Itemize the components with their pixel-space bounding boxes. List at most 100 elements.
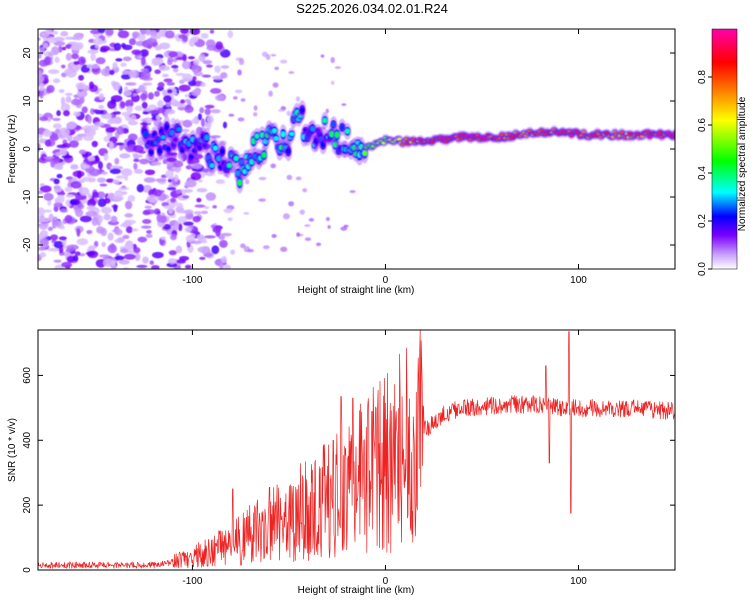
noise-speckle [61, 261, 73, 268]
noise-speckle [119, 153, 131, 159]
ridge-core [233, 155, 239, 161]
noise-speckle [168, 207, 174, 215]
noise-speckle [181, 128, 190, 133]
noise-speckle [139, 158, 149, 165]
noise-speckle [162, 89, 168, 96]
noise-speckle [72, 111, 81, 117]
noise-speckle [87, 193, 92, 200]
noise-speckle [178, 84, 191, 92]
noise-speckle [109, 168, 122, 175]
y-tick-label: -20 [22, 237, 33, 252]
noise-speckle [42, 42, 49, 49]
noise-speckle [262, 245, 270, 250]
noise-speckle [240, 98, 246, 102]
noise-speckle [175, 206, 185, 213]
noise-speckle [44, 139, 52, 147]
noise-speckle [240, 243, 246, 249]
noise-speckle [70, 164, 79, 170]
ridge-core [331, 121, 336, 127]
noise-speckle [286, 110, 291, 116]
noise-speckle [206, 115, 214, 124]
noise-speckle [60, 127, 70, 137]
noise-speckle [227, 30, 234, 39]
noise-speckle [114, 255, 125, 261]
noise-speckle [119, 101, 126, 109]
noise-speckle [162, 159, 168, 165]
noise-speckle [77, 89, 85, 98]
noise-speckle [53, 202, 63, 208]
x-tick-label: -100 [182, 576, 202, 587]
ridge-core [334, 131, 340, 138]
noise-speckle [38, 207, 45, 216]
noise-speckle [165, 157, 178, 163]
noise-speckle [166, 229, 173, 236]
noise-speckle [197, 246, 209, 253]
noise-speckle [119, 223, 132, 228]
noise-speckle [272, 82, 279, 88]
noise-speckle [162, 223, 172, 230]
noise-speckle [190, 172, 202, 181]
noise-speckle [47, 247, 60, 252]
noise-speckle [112, 81, 121, 91]
noise-speckle [122, 234, 130, 240]
noise-speckle [53, 185, 61, 190]
ridge-core [160, 135, 166, 140]
noise-speckle [176, 259, 186, 264]
noise-speckle [109, 141, 114, 151]
noise-speckle [113, 42, 122, 51]
noise-speckle [204, 108, 211, 116]
noise-speckle [125, 226, 133, 234]
noise-speckle [139, 93, 148, 100]
noise-speckle [141, 101, 148, 109]
noise-speckle [92, 109, 100, 113]
noise-speckle [152, 251, 164, 259]
noise-speckle [179, 79, 185, 84]
ridge-core [219, 148, 225, 155]
noise-speckle [157, 100, 164, 108]
noise-speckle [105, 178, 115, 183]
noise-speckle [219, 239, 228, 248]
noise-speckle [157, 81, 165, 88]
noise-speckle [53, 41, 66, 46]
noise-speckle [315, 242, 322, 247]
colorbar-ticks: 0.0 0.2 0.4 0.6 0.8 [697, 70, 712, 276]
noise-speckle [65, 52, 72, 61]
noise-speckle [69, 200, 78, 205]
noise-speckle [88, 64, 101, 69]
noise-speckle [38, 246, 46, 251]
noise-speckle [38, 190, 44, 194]
noise-speckle [220, 72, 228, 79]
noise-speckle [172, 67, 179, 73]
noise-speckle [295, 96, 301, 102]
ridge-core [148, 149, 154, 155]
noise-speckle [210, 109, 221, 114]
noise-speckle [87, 115, 92, 124]
noise-speckle [39, 183, 45, 187]
noise-speckle [66, 244, 79, 251]
noise-speckle [180, 99, 186, 104]
noise-speckle [308, 218, 315, 222]
noise-speckle [91, 140, 98, 148]
noise-speckle [230, 249, 236, 255]
noise-speckle [83, 125, 91, 133]
noise-speckle [215, 179, 226, 185]
noise-speckle [79, 215, 92, 223]
ridge-core [273, 136, 279, 141]
noise-speckle [66, 255, 75, 263]
noise-speckle [136, 264, 148, 268]
noise-speckle [125, 219, 137, 225]
noise-speckle [174, 174, 179, 182]
spectrogram-x-axis-label: Height of straight line (km) [298, 285, 415, 296]
noise-speckle [253, 105, 258, 111]
noise-speckle [212, 205, 217, 209]
noise-speckle [209, 29, 215, 34]
noise-speckle [122, 90, 132, 97]
noise-speckle [130, 93, 140, 103]
noise-speckle [126, 105, 133, 113]
noise-speckle [182, 119, 193, 128]
noise-speckle [237, 69, 242, 76]
noise-speckle [61, 155, 73, 159]
noise-speckle [219, 262, 224, 269]
noise-speckle [193, 59, 200, 66]
noise-speckle [172, 101, 183, 107]
